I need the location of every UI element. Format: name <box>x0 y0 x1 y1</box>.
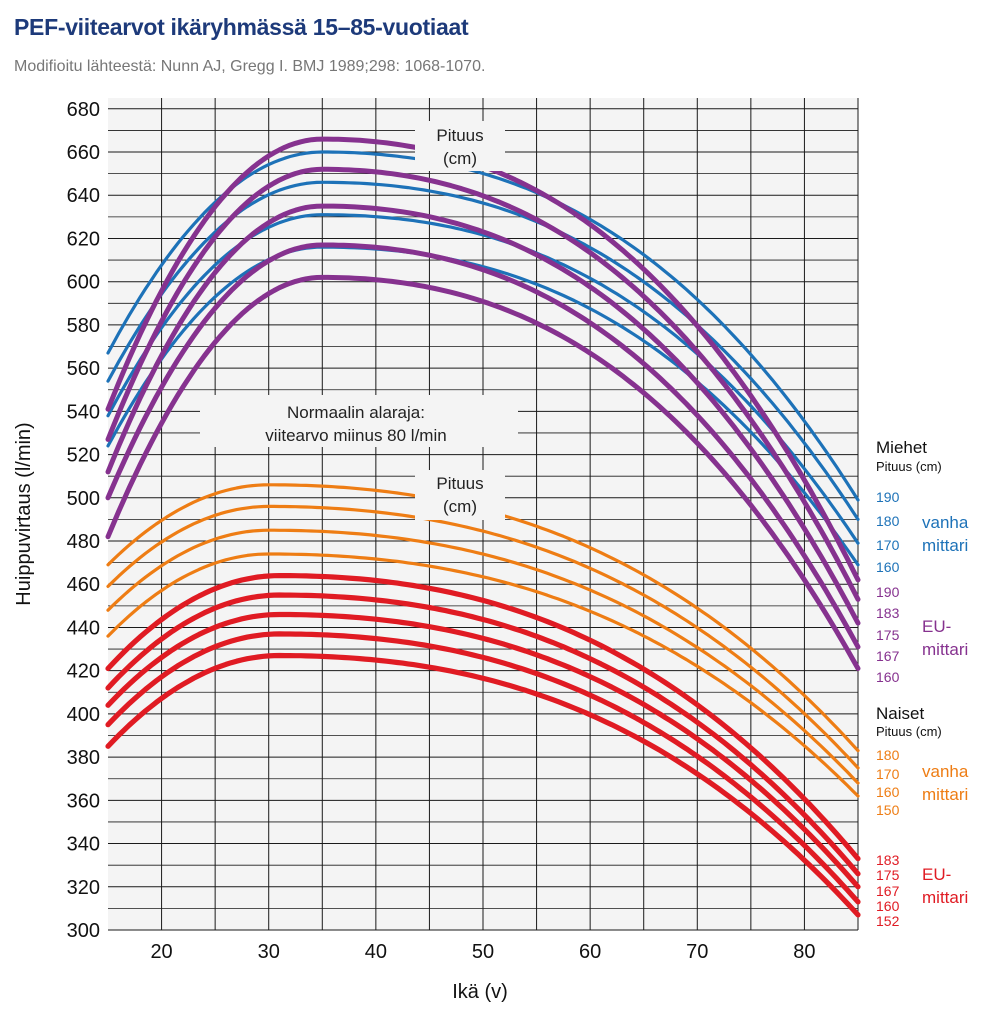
legend-men_old-170: 170 <box>876 537 900 553</box>
y-tick-label: 620 <box>67 228 100 250</box>
series-line-women_eu-152 <box>105 652 861 918</box>
legend-men_eu-183: 183 <box>876 605 900 621</box>
legend-men_eu-175: 175 <box>876 627 900 643</box>
y-tick-label: 500 <box>67 488 100 510</box>
annotation-pituus-mid-line1: Pituus <box>436 474 483 493</box>
x-tick-label: 20 <box>150 941 172 963</box>
y-tick-label: 460 <box>67 574 100 596</box>
legend-men_eu-meter-line1: EU- <box>922 617 951 636</box>
x-axis-title: Ikä (v) <box>452 981 508 1003</box>
legend-women_old-160: 160 <box>876 784 900 800</box>
annotation-pituus-mid: Pituus (cm) <box>415 470 505 520</box>
x-tick-label: 40 <box>365 941 387 963</box>
y-tick-label: 320 <box>67 877 100 899</box>
legend-men_old-160: 160 <box>876 559 900 575</box>
series-lines <box>105 136 861 918</box>
y-tick-label: 480 <box>67 531 100 553</box>
legend-men_old-180: 180 <box>876 513 900 529</box>
y-tick-label: 560 <box>67 358 100 380</box>
series-line-women_old-170 <box>106 504 860 770</box>
y-tick-label: 420 <box>67 661 100 683</box>
y-tick-label: 380 <box>67 747 100 769</box>
series-line-women_eu-183 <box>105 573 861 862</box>
x-tick-label: 80 <box>793 941 815 963</box>
y-tick-label: 440 <box>67 617 100 639</box>
y-tick-label: 600 <box>67 272 100 294</box>
series-line-women_eu-160 <box>105 631 861 905</box>
legend: Miehet Pituus (cm) Naiset Pituus (cm) 19… <box>876 438 969 929</box>
annotation-normal-limit-line2: viitearvo miinus 80 l/min <box>265 426 446 445</box>
legend-men_old-190: 190 <box>876 489 900 505</box>
annotation-normal-limit-line1: Normaalin alaraja: <box>287 403 425 422</box>
y-tick-label: 520 <box>67 445 100 467</box>
series-line-women_eu-167 <box>105 611 861 890</box>
legend-women_old-meter-line2: mittari <box>922 785 968 804</box>
legend-women_eu-160: 160 <box>876 898 900 914</box>
x-tick-label: 50 <box>472 941 494 963</box>
annotation-pituus-top-line2: (cm) <box>443 149 477 168</box>
series-line-women_old-150 <box>106 552 860 798</box>
legend-women_eu-meter-line1: EU- <box>922 865 951 884</box>
tick-labels: 300 320 340 360 380 400 420 440 460 480 500 520 540 5… <box>67 99 816 963</box>
y-tick-label: 680 <box>67 99 100 121</box>
series-line-men_eu-175 <box>105 203 861 626</box>
legend-women_eu-152: 152 <box>876 913 900 929</box>
legend-men_eu-meter-line2: mittari <box>922 640 968 659</box>
annotation-normal-limit: Normaalin alaraja: viitearvo miinus 80 l… <box>200 395 518 447</box>
legend-men_eu-190: 190 <box>876 584 900 600</box>
legend-women_old-180: 180 <box>876 747 900 763</box>
legend-women_old-meter-line1: vanha <box>922 762 969 781</box>
legend-men_old-meter-line2: mittari <box>922 536 968 555</box>
legend-men_old-meter-line1: vanha <box>922 513 969 532</box>
legend-women_eu-183: 183 <box>876 852 900 868</box>
x-tick-label: 70 <box>686 941 708 963</box>
series-line-women_eu-175 <box>105 592 861 877</box>
legend-men_eu-160: 160 <box>876 669 900 685</box>
series-line-men_eu-183 <box>105 166 861 602</box>
y-tick-label: 580 <box>67 315 100 337</box>
chart-title: PEF-viitearvot ikäryhmässä 15–85-vuotiaa… <box>14 14 469 40</box>
legend-women-subheading: Pituus (cm) <box>876 724 942 739</box>
series-line-men_old-160 <box>106 245 860 567</box>
x-tick-label: 30 <box>258 941 280 963</box>
legend-women_eu-meter-line2: mittari <box>922 888 968 907</box>
annotation-pituus-mid-line2: (cm) <box>443 497 477 516</box>
series-line-men_eu-160 <box>105 274 861 671</box>
x-tick-label: 60 <box>579 941 601 963</box>
legend-men-heading: Miehet <box>876 438 927 457</box>
y-tick-label: 540 <box>67 401 100 423</box>
series-line-men_eu-167 <box>105 242 861 650</box>
legend-men-subheading: Pituus (cm) <box>876 459 942 474</box>
legend-women_eu-167: 167 <box>876 883 900 899</box>
y-tick-label: 400 <box>67 704 100 726</box>
y-tick-label: 300 <box>67 920 100 942</box>
y-axis-title: Huippuvirtaus (l/min) <box>13 422 35 605</box>
y-tick-label: 660 <box>67 142 100 164</box>
series-line-women_old-160 <box>106 528 860 785</box>
legend-women_old-170: 170 <box>876 766 900 782</box>
legend-women_old-150: 150 <box>876 802 900 818</box>
annotation-pituus-top-line1: Pituus <box>436 126 483 145</box>
legend-women_eu-175: 175 <box>876 867 900 883</box>
y-tick-label: 360 <box>67 790 100 812</box>
chart-subtitle: Modifioitu lähteestä: Nunn AJ, Gregg I. … <box>14 58 486 75</box>
y-tick-label: 340 <box>67 834 100 856</box>
y-tick-label: 640 <box>67 185 100 207</box>
legend-men_eu-167: 167 <box>876 648 900 664</box>
annotation-pituus-top: Pituus (cm) <box>415 121 505 171</box>
legend-women-heading: Naiset <box>876 704 924 723</box>
